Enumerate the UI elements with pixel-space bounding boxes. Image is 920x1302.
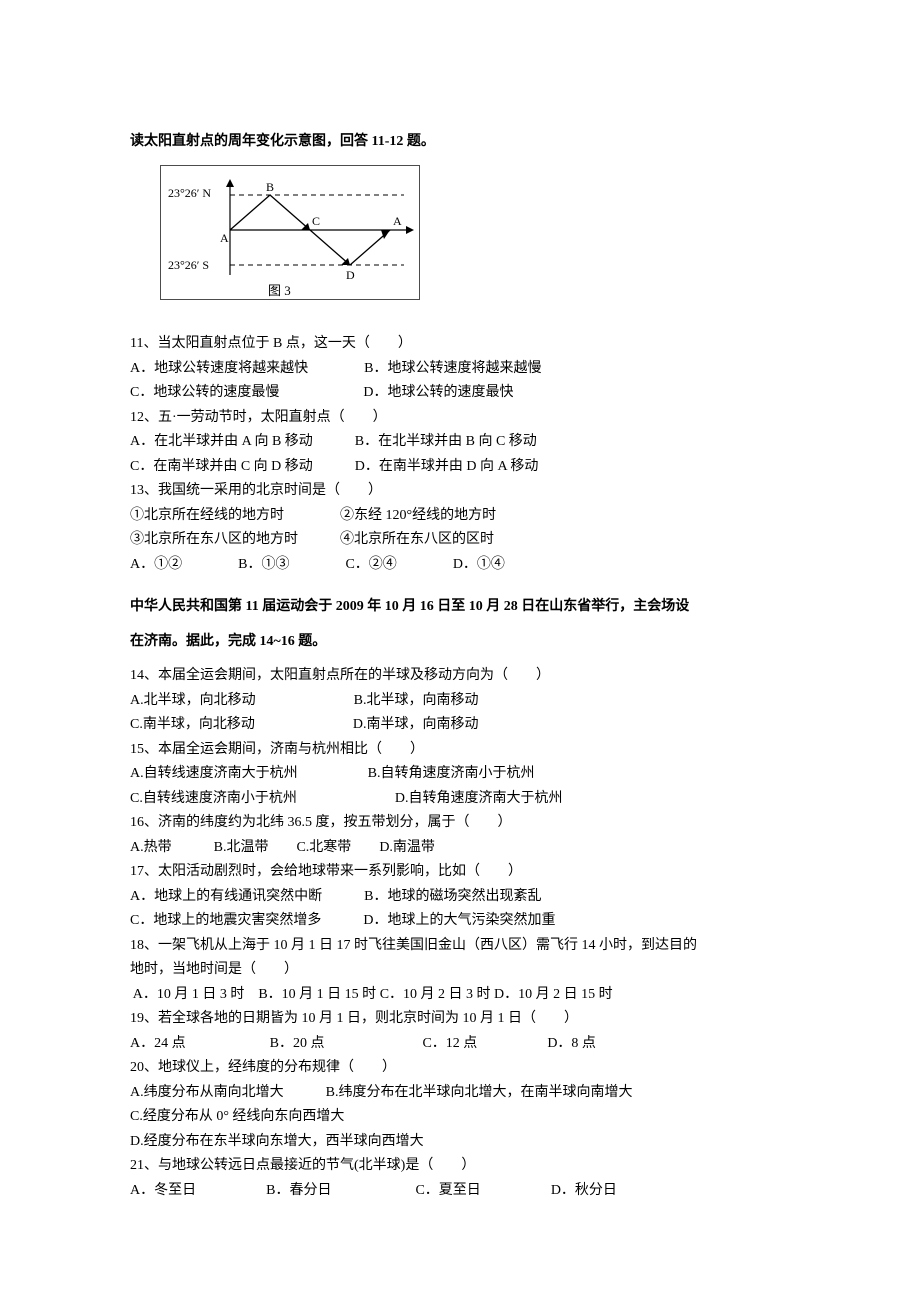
q21-opts: A．冬至日 B．春分日 C．夏至日 D．秋分日 — [130, 1179, 800, 1204]
q13-optA: A．①② — [130, 557, 182, 572]
q14-optA: A.北半球，向北移动 — [130, 693, 256, 708]
q18-stem2: 地时，当地时间是（ ） — [130, 958, 800, 983]
q14-optC: C.南半球，向北移动 — [130, 717, 255, 732]
section-heading-1: 读太阳直射点的周年变化示意图，回答 11-12 题。 — [130, 130, 800, 155]
q13-optB: B．①③ — [238, 557, 289, 572]
q12-row1: A．在北半球并由 A 向 B 移动 B．在北半球并由 B 向 C 移动 — [130, 430, 800, 455]
point-d: D — [346, 268, 355, 282]
q14-stem: 14、本届全运会期间，太阳直射点所在的半球及移动方向为（ ） — [130, 664, 800, 689]
q21-optA: A．冬至日 — [130, 1183, 196, 1198]
q19-opts: A．24 点 B．20 点 C．12 点 D．8 点 — [130, 1032, 800, 1057]
q15-optD: D.自转角速度济南大于杭州 — [395, 791, 563, 806]
q21-optD: D．秋分日 — [551, 1183, 617, 1198]
q13-opts: A．①② B．①③ C．②④ D．①④ — [130, 553, 800, 578]
q17-optC: C．地球上的地震灾害突然增多 — [130, 913, 321, 928]
q18-stem1: 18、一架飞机从上海于 10 月 1 日 17 时飞往美国旧金山（西八区）需飞行… — [130, 934, 800, 959]
q11-row1: A．地球公转速度将越来越快 B．地球公转速度将越来越慢 — [130, 357, 800, 382]
q18-opts: A．10 月 1 日 3 时 B．10 月 1 日 15 时 C．10 月 2 … — [130, 983, 800, 1008]
q13-s1: ①北京所在经线的地方时 — [130, 508, 284, 523]
q18-optB: B．10 月 1 日 15 时 — [258, 987, 376, 1002]
q20-optD: D.经度分布在东半球向东增大，西半球向西增大 — [130, 1130, 800, 1155]
diagram-caption: 图 3 — [268, 283, 291, 298]
q12-optB: B．在北半球并由 B 向 C 移动 — [355, 434, 537, 449]
q20-stem: 20、地球仪上，经纬度的分布规律（ ） — [130, 1056, 800, 1081]
section-heading-2b: 在济南。据此，完成 14~16 题。 — [130, 630, 800, 655]
q11-optA: A．地球公转速度将越来越快 — [130, 361, 308, 376]
q21-optC: C．夏至日 — [415, 1183, 480, 1198]
q12-row2: C．在南半球并由 C 向 D 移动 D．在南半球并由 D 向 A 移动 — [130, 455, 800, 480]
q15-row1: A.自转线速度济南大于杭州 B.自转角速度济南小于杭州 — [130, 762, 800, 787]
q16-optA: A.热带 — [130, 840, 172, 855]
q13-s2: ②东经 120°经线的地方时 — [340, 508, 496, 523]
q16-stem: 16、济南的纬度约为北纬 36.5 度，按五带划分，属于（ ） — [130, 811, 800, 836]
point-c: C — [312, 214, 320, 228]
q12-stem: 12、五·一劳动节时，太阳直射点（ ） — [130, 406, 800, 431]
q16-opts: A.热带 B.北温带 C.北寒带 D.南温带 — [130, 836, 800, 861]
q20-optB: B.纬度分布在北半球向北增大，在南半球向南增大 — [326, 1085, 633, 1100]
sun-declination-diagram: 23°26′ N 23°26′ S A B C D A 图 3 — [160, 165, 800, 325]
q13-row2: ③北京所在东八区的地方时 ④北京所在东八区的区时 — [130, 528, 800, 553]
q14-optB: B.北半球，向南移动 — [354, 693, 479, 708]
q16-optC: C.北寒带 — [296, 840, 351, 855]
point-b: B — [266, 180, 274, 194]
q20-row1: A.纬度分布从南向北增大 B.纬度分布在北半球向北增大，在南半球向南增大 — [130, 1081, 800, 1106]
q12-optA: A．在北半球并由 A 向 B 移动 — [130, 434, 313, 449]
q21-stem: 21、与地球公转远日点最接近的节气(北半球)是（ ） — [130, 1154, 800, 1179]
q12-optC: C．在南半球并由 C 向 D 移动 — [130, 459, 313, 474]
point-a2: A — [393, 214, 402, 228]
q11-optB: B．地球公转速度将越来越慢 — [364, 361, 541, 376]
q19-optA: A．24 点 — [130, 1036, 186, 1051]
q18-optC: C．10 月 2 日 3 时 — [380, 987, 491, 1002]
q21-optB: B．春分日 — [266, 1183, 331, 1198]
point-a: A — [220, 231, 229, 245]
q17-optB: B．地球的磁场突然出现紊乱 — [364, 889, 541, 904]
lat-n-label: 23°26′ N — [168, 186, 211, 200]
q15-row2: C.自转线速度济南小于杭州 D.自转角速度济南大于杭州 — [130, 787, 800, 812]
q11-optC: C．地球公转的速度最慢 — [130, 385, 279, 400]
q11-stem: 11、当太阳直射点位于 B 点，这一天（ ） — [130, 332, 800, 357]
q19-optD: D．8 点 — [547, 1036, 596, 1051]
q16-optD: D.南温带 — [379, 840, 435, 855]
q18-optA: A．10 月 1 日 3 时 — [130, 987, 244, 1002]
q17-optD: D．地球上的大气污染突然加重 — [363, 913, 555, 928]
q19-optC: C．12 点 — [422, 1036, 477, 1051]
section-heading-2a: 中华人民共和国第 11 届运动会于 2009 年 10 月 16 日至 10 月… — [130, 595, 800, 620]
q13-optD: D．①④ — [453, 557, 505, 572]
q12-optD: D．在南半球并由 D 向 A 移动 — [355, 459, 539, 474]
q13-optC: C．②④ — [345, 557, 396, 572]
q17-stem: 17、太阳活动剧烈时，会给地球带来一系列影响，比如（ ） — [130, 860, 800, 885]
q15-optB: B.自转角速度济南小于杭州 — [368, 766, 535, 781]
lat-s-label: 23°26′ S — [168, 258, 209, 272]
q15-optC: C.自转线速度济南小于杭州 — [130, 791, 297, 806]
q13-row1: ①北京所在经线的地方时 ②东经 120°经线的地方时 — [130, 504, 800, 529]
q17-row1: A．地球上的有线通讯突然中断 B．地球的磁场突然出现紊乱 — [130, 885, 800, 910]
q17-optA: A．地球上的有线通讯突然中断 — [130, 889, 322, 904]
q11-optD: D．地球公转的速度最快 — [363, 385, 513, 400]
q11-row2: C．地球公转的速度最慢 D．地球公转的速度最快 — [130, 381, 800, 406]
q15-optA: A.自转线速度济南大于杭州 — [130, 766, 298, 781]
q20-optC: C.经度分布从 0° 经线向东向西增大 — [130, 1105, 800, 1130]
q14-optD: D.南半球，向南移动 — [353, 717, 479, 732]
q16-optB: B.北温带 — [214, 840, 269, 855]
q19-stem: 19、若全球各地的日期皆为 10 月 1 日，则北京时间为 10 月 1 日（ … — [130, 1007, 800, 1032]
q14-row1: A.北半球，向北移动 B.北半球，向南移动 — [130, 689, 800, 714]
q13-s4: ④北京所在东八区的区时 — [340, 532, 494, 547]
q19-optB: B．20 点 — [270, 1036, 325, 1051]
q20-optA: A.纬度分布从南向北增大 — [130, 1085, 284, 1100]
q13-stem: 13、我国统一采用的北京时间是（ ） — [130, 479, 800, 504]
q15-stem: 15、本届全运会期间，济南与杭州相比（ ） — [130, 738, 800, 763]
q14-row2: C.南半球，向北移动 D.南半球，向南移动 — [130, 713, 800, 738]
q17-row2: C．地球上的地震灾害突然增多 D．地球上的大气污染突然加重 — [130, 909, 800, 934]
q18-optD: D．10 月 2 日 15 时 — [494, 987, 613, 1002]
q13-s3: ③北京所在东八区的地方时 — [130, 532, 298, 547]
